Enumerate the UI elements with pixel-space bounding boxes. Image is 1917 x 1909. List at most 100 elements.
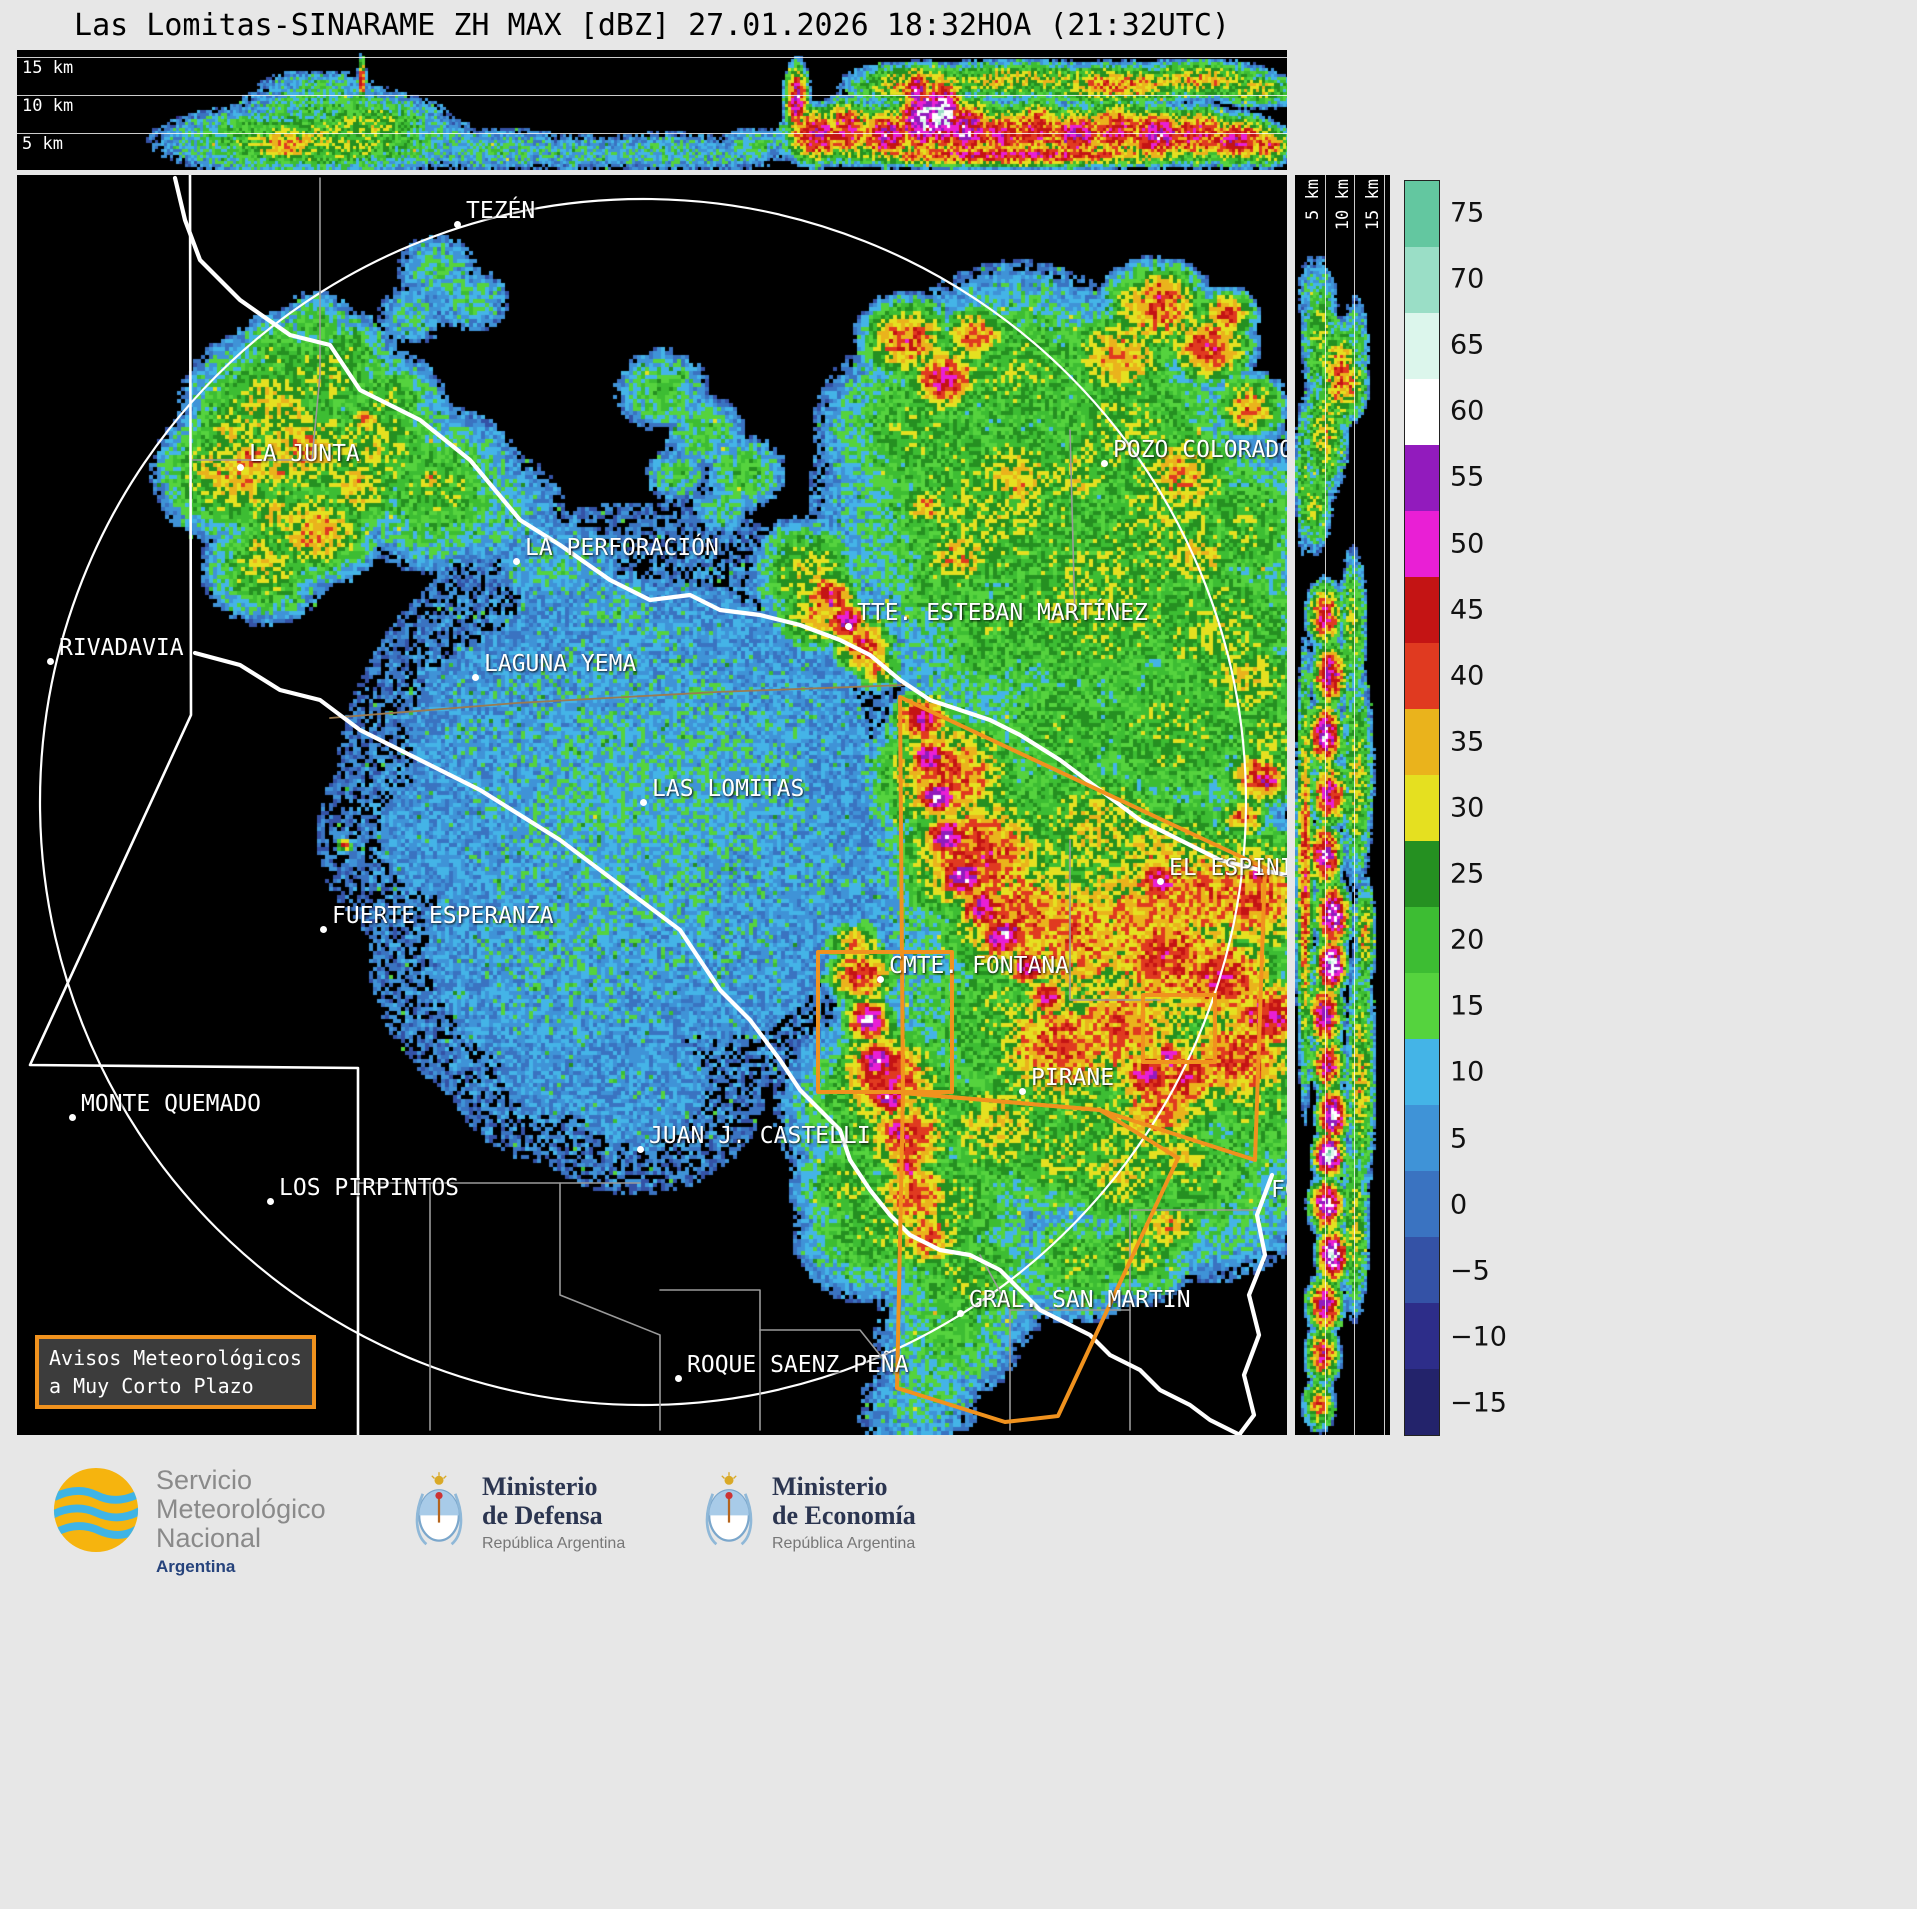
map-overlay bbox=[28, 175, 1287, 1435]
argentina-coat-of-arms-icon bbox=[705, 1472, 753, 1546]
height-line-10km bbox=[17, 95, 1287, 96]
product-title: Las Lomitas-SINARAME ZH MAX [dBZ] 27.01.… bbox=[74, 8, 1230, 43]
city-label: RIVADAVIA bbox=[59, 635, 184, 661]
city-dot bbox=[876, 975, 884, 983]
province-border bbox=[28, 175, 360, 1435]
city-label: LA JUNTA bbox=[249, 441, 360, 467]
colorbar-tick-label: 45 bbox=[1450, 594, 1485, 626]
colorbar-ticks: 75 70 65 60 55 50 45 40 35 30 25 20 15 10 5 0 −5 −10 −15 bbox=[1450, 180, 1530, 1436]
range-ring bbox=[38, 197, 1248, 1407]
economia-name-line1: Ministerio bbox=[772, 1472, 888, 1501]
colorbar-segment bbox=[1405, 973, 1439, 1039]
colorbar bbox=[1404, 180, 1440, 1436]
altitude-label-10km: 10 km bbox=[22, 96, 74, 116]
route-line bbox=[329, 684, 906, 719]
city-dot bbox=[453, 220, 461, 228]
argentina-coat-of-arms-icon bbox=[415, 1472, 463, 1546]
warning-polygon bbox=[898, 695, 1267, 1162]
smn-name-line1: Servicio bbox=[156, 1465, 253, 1495]
colorbar-segment bbox=[1405, 643, 1439, 709]
right-xsec-canvas bbox=[1295, 175, 1390, 1435]
city-dot bbox=[319, 925, 327, 933]
colorbar-segment bbox=[1405, 511, 1439, 577]
colorbar-segment bbox=[1405, 775, 1439, 841]
city-label: LAS LOMITAS bbox=[652, 776, 805, 802]
city-dot bbox=[1100, 459, 1108, 467]
colorbar-segment bbox=[1405, 379, 1439, 445]
defensa-name-line2: de Defensa bbox=[482, 1501, 603, 1531]
city-label: EL ESPINILLO bbox=[1169, 855, 1287, 881]
city-dot bbox=[636, 1145, 644, 1153]
city-dot bbox=[674, 1374, 682, 1382]
city-label: GRAL. SAN MARTIN bbox=[969, 1287, 1191, 1313]
colorbar-segment bbox=[1405, 181, 1439, 247]
colorbar-segment bbox=[1405, 1039, 1439, 1105]
city-label: LAGUNA YEMA bbox=[484, 651, 637, 677]
colorbar-tick-label: 20 bbox=[1450, 924, 1485, 956]
colorbar-tick-label: 35 bbox=[1450, 726, 1485, 758]
colorbar-segment bbox=[1405, 247, 1439, 313]
colorbar-tick-label: −5 bbox=[1450, 1255, 1490, 1287]
city-dot bbox=[639, 798, 647, 806]
colorbar-tick-label: −15 bbox=[1450, 1387, 1507, 1419]
city-label: PIRANE bbox=[1031, 1065, 1115, 1091]
city-label: MONTE QUEMADO bbox=[81, 1091, 262, 1117]
map-echo-canvas bbox=[17, 175, 1287, 1435]
height-line-15km-right bbox=[1384, 175, 1385, 1435]
economia-name-line2: de Economía bbox=[772, 1501, 916, 1531]
city-dot bbox=[46, 657, 54, 665]
colorbar-tick-label: 30 bbox=[1450, 792, 1485, 824]
colorbar-tick-label: 15 bbox=[1450, 990, 1485, 1022]
city-dot bbox=[844, 622, 852, 630]
colorbar-segment bbox=[1405, 445, 1439, 511]
colorbar-segment bbox=[1405, 709, 1439, 775]
colorbar-segment bbox=[1405, 1237, 1439, 1303]
warning-box-line2: a Muy Corto Plazo bbox=[49, 1374, 254, 1398]
colorbar-segment bbox=[1405, 1303, 1439, 1369]
top-cross-section-panel: 15 km 10 km 5 km bbox=[17, 50, 1287, 170]
city-label: ROQUE SAENZ PEÑA bbox=[687, 1352, 909, 1378]
ministry-defensa-block: Ministerio de Defensa República Argentin… bbox=[412, 1472, 625, 1553]
height-line-5km-right bbox=[1325, 175, 1326, 1435]
warning-box-line1: Avisos Meteorológicos bbox=[49, 1346, 302, 1370]
warning-box: Avisos Meteorológicos a Muy Corto Plazo bbox=[35, 1335, 316, 1409]
colorbar-segment bbox=[1405, 1369, 1439, 1435]
colorbar-tick-label: 75 bbox=[1450, 197, 1485, 229]
city-label: FORMOSA bbox=[1271, 1177, 1287, 1203]
radar-map-panel: TEZÉN LA JUNTA POZO COLORADO LA PERFORACIÓN… bbox=[17, 175, 1287, 1435]
city-dot bbox=[471, 673, 479, 681]
city-dot bbox=[956, 1309, 964, 1317]
city-dot bbox=[236, 463, 244, 471]
defensa-subtitle: República Argentina bbox=[482, 1535, 626, 1553]
colorbar-tick-label: −10 bbox=[1450, 1321, 1507, 1353]
ministry-economia-block: Ministerio de Economía República Argenti… bbox=[702, 1472, 916, 1553]
city-label: POZO COLORADO bbox=[1113, 437, 1287, 463]
admin-boundary bbox=[759, 1329, 901, 1381]
warning-polygon bbox=[1141, 993, 1217, 1064]
colorbar-tick-label: 0 bbox=[1450, 1189, 1468, 1221]
city-layer: TEZÉN LA JUNTA POZO COLORADO LA PERFORACIÓN… bbox=[17, 175, 1287, 1435]
smn-logo-block: Servicio Meteorológico Nacional Argentin… bbox=[52, 1465, 326, 1577]
city-label: CMTE. FONTANA bbox=[889, 953, 1070, 979]
city-dot bbox=[68, 1113, 76, 1121]
smn-country-label: Argentina bbox=[156, 1557, 236, 1577]
admin-boundary bbox=[559, 1182, 661, 1431]
colorbar-tick-label: 25 bbox=[1450, 858, 1485, 890]
colorbar-segment bbox=[1405, 1105, 1439, 1171]
admin-boundary bbox=[190, 177, 321, 461]
colorbar-tick-label: 55 bbox=[1450, 461, 1485, 493]
city-dot bbox=[1018, 1087, 1026, 1095]
altitude-label-15km-right: 15 km bbox=[1363, 179, 1383, 231]
colorbar-tick-label: 70 bbox=[1450, 263, 1485, 295]
admin-boundary bbox=[1069, 839, 1161, 1001]
city-label: LOS PIRPINTOS bbox=[279, 1175, 460, 1201]
right-cross-section-panel: 5 km 10 km 15 km bbox=[1295, 175, 1390, 1435]
colorbar-tick-label: 65 bbox=[1450, 329, 1485, 361]
defensa-name-line1: Ministerio bbox=[482, 1472, 598, 1501]
admin-boundary bbox=[1069, 429, 1076, 621]
admin-boundary bbox=[659, 1289, 761, 1431]
smn-name-line2: Meteorológico bbox=[156, 1494, 326, 1525]
smn-name-line3: Nacional bbox=[156, 1523, 262, 1554]
city-label: JUAN J. CASTELLI bbox=[649, 1123, 871, 1149]
